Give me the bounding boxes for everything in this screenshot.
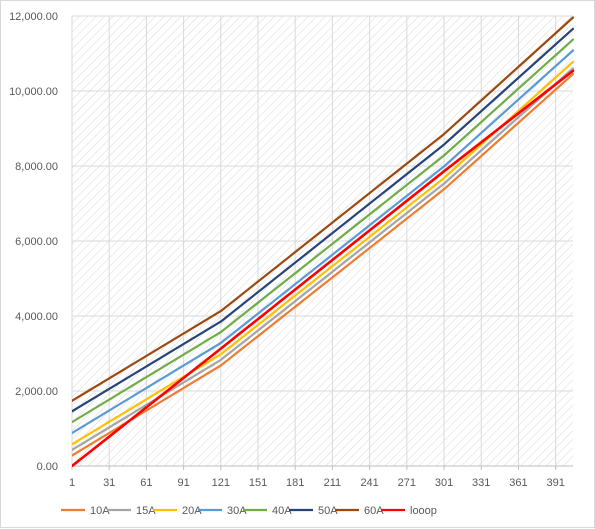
series-lines: [72, 16, 575, 467]
x-tick-label: 151: [249, 477, 267, 489]
legend-label-60a: 60A: [364, 505, 384, 517]
x-tick-label: 181: [286, 477, 304, 489]
y-tick-label: 12,000.00: [9, 11, 58, 23]
legend-label-40a: 40A: [272, 505, 292, 517]
series-line-10a: [72, 72, 575, 457]
x-tick-label: 301: [435, 477, 453, 489]
x-tick-label: 211: [324, 477, 342, 489]
x-tick-label: 1: [69, 477, 75, 489]
y-tick-label: 0.00: [37, 461, 58, 473]
series-line-looop: [72, 69, 575, 467]
legend-label-20a: 20A: [182, 505, 202, 517]
x-tick-label: 91: [177, 477, 189, 489]
legend: 10A 15A 20A 30A 40A 50A 60A looop: [61, 505, 437, 517]
x-tick-label: 31: [103, 477, 115, 489]
legend-label-looop: looop: [410, 505, 437, 517]
legend-label-30a: 30A: [227, 505, 247, 517]
x-tick-label: 331: [472, 477, 490, 489]
legend-label-15a: 15A: [136, 505, 156, 517]
axes: 0.00 2,000.00 4,000.00 6,000.00 8,000.00 10,0…: [9, 11, 573, 489]
x-tick-label: 361: [509, 477, 527, 489]
x-tick-label: 271: [398, 477, 416, 489]
legend-label-50a: 50A: [318, 505, 338, 517]
y-tick-label: 4,000.00: [15, 311, 58, 323]
series-line-40a: [72, 38, 575, 424]
y-tick-label: 2,000.00: [15, 386, 58, 398]
y-tick-label: 10,000.00: [9, 86, 58, 98]
y-tick-label: 6,000.00: [15, 236, 58, 248]
x-tick-label: 241: [360, 477, 378, 489]
x-tick-label: 391: [546, 477, 564, 489]
series-line-30a: [72, 49, 575, 435]
legend-label-10a: 10A: [90, 505, 110, 517]
x-tick-label: 121: [212, 477, 230, 489]
x-tick-label: 61: [140, 477, 152, 489]
series-line-15a: [72, 67, 575, 451]
y-tick-label: 8,000.00: [15, 161, 58, 173]
series-line-60a: [72, 16, 575, 402]
series-line-50a: [72, 27, 575, 413]
